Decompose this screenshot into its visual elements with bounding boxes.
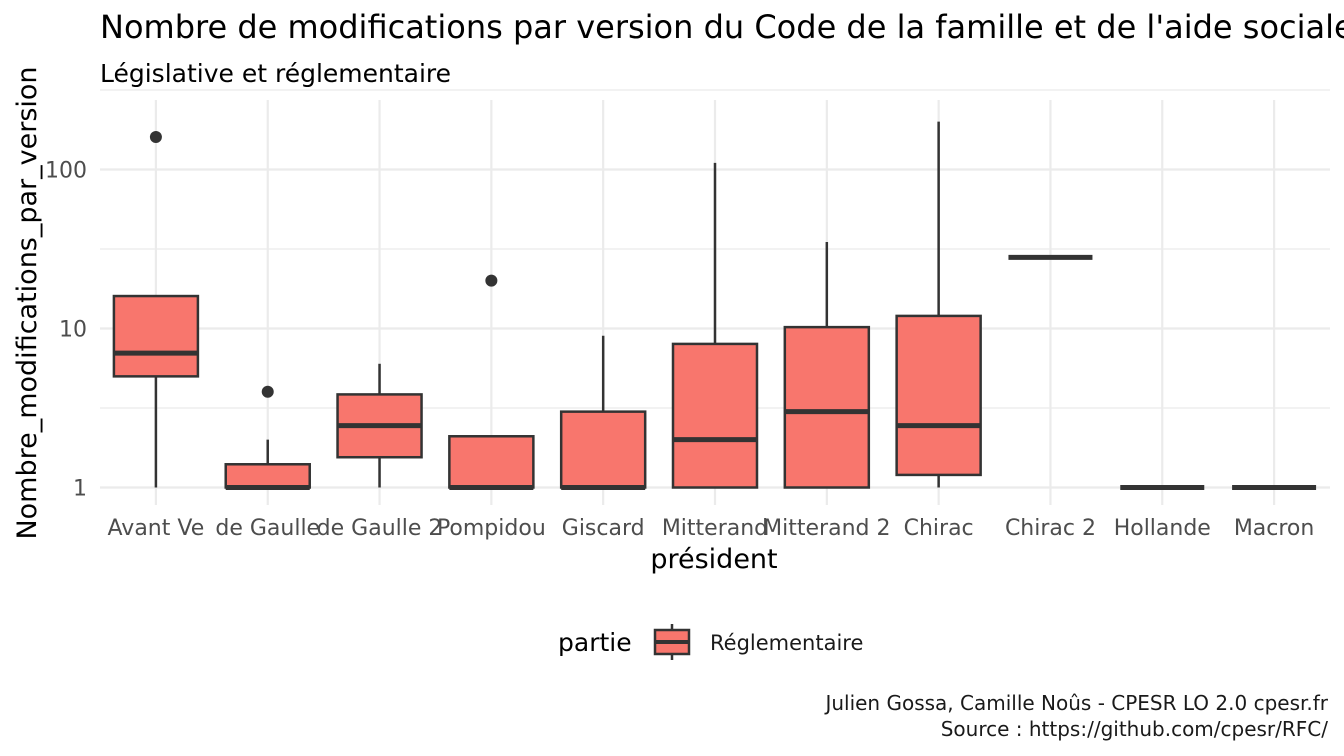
box-avant-ve [112,131,200,488]
x-tick-label: Chirac 2 [1005,516,1096,541]
box-iqr [783,325,871,489]
outlier-point [485,274,498,287]
y-axis-title: Nombre_modifications_par_version [12,66,43,539]
box-pompidou [448,274,535,490]
box-mitterand-2 [783,241,871,489]
box-chirac [895,121,982,488]
box-iqr [559,410,647,489]
box-giscard [559,335,647,490]
x-tick-label: Mitterand 2 [763,516,890,541]
box-iqr [895,314,982,477]
legend-key [653,624,691,660]
boxplot-series [112,121,1317,490]
y-axis-ticks: 1 10 100 [45,159,87,502]
chart-title: Nombre de modifications par version du C… [100,8,1344,46]
x-tick-label: Pompidou [437,516,546,541]
box-de-gaulle-2 [336,363,423,488]
box-iqr [224,463,311,489]
legend: partie Réglementaire [558,624,863,660]
x-tick-label: Macron [1234,516,1315,541]
y-tick-label: 1 [73,477,87,502]
y-tick-label: 100 [45,159,87,184]
box-iqr [112,294,200,378]
box-mitterand [671,162,759,489]
x-tick-label: Giscard [562,516,645,541]
x-tick-label: Chirac [904,516,974,541]
x-tick-label: de Gaulle 2 [317,516,443,541]
x-tick-label: de Gaulle [215,516,320,541]
y-tick-label: 10 [59,318,87,343]
legend-title: partie [558,628,632,657]
box-de-gaulle [224,385,311,490]
x-tick-label: Avant Ve [108,516,205,541]
outlier-point [149,131,162,144]
x-axis-title: président [650,544,777,575]
legend-label: Réglementaire [710,631,863,655]
caption-source: Source : https://github.com/cpesr/RFC/ [941,717,1329,741]
outlier-point [261,385,274,398]
box-iqr [671,342,759,489]
x-tick-label: Hollande [1114,516,1211,541]
chart-subtitle: Législative et réglementaire [100,59,451,88]
x-tick-label: Mitterand [662,516,768,541]
box-iqr [448,435,535,489]
caption-credits: Julien Gossa, Camille Noûs - CPESR LO 2.… [823,691,1328,715]
